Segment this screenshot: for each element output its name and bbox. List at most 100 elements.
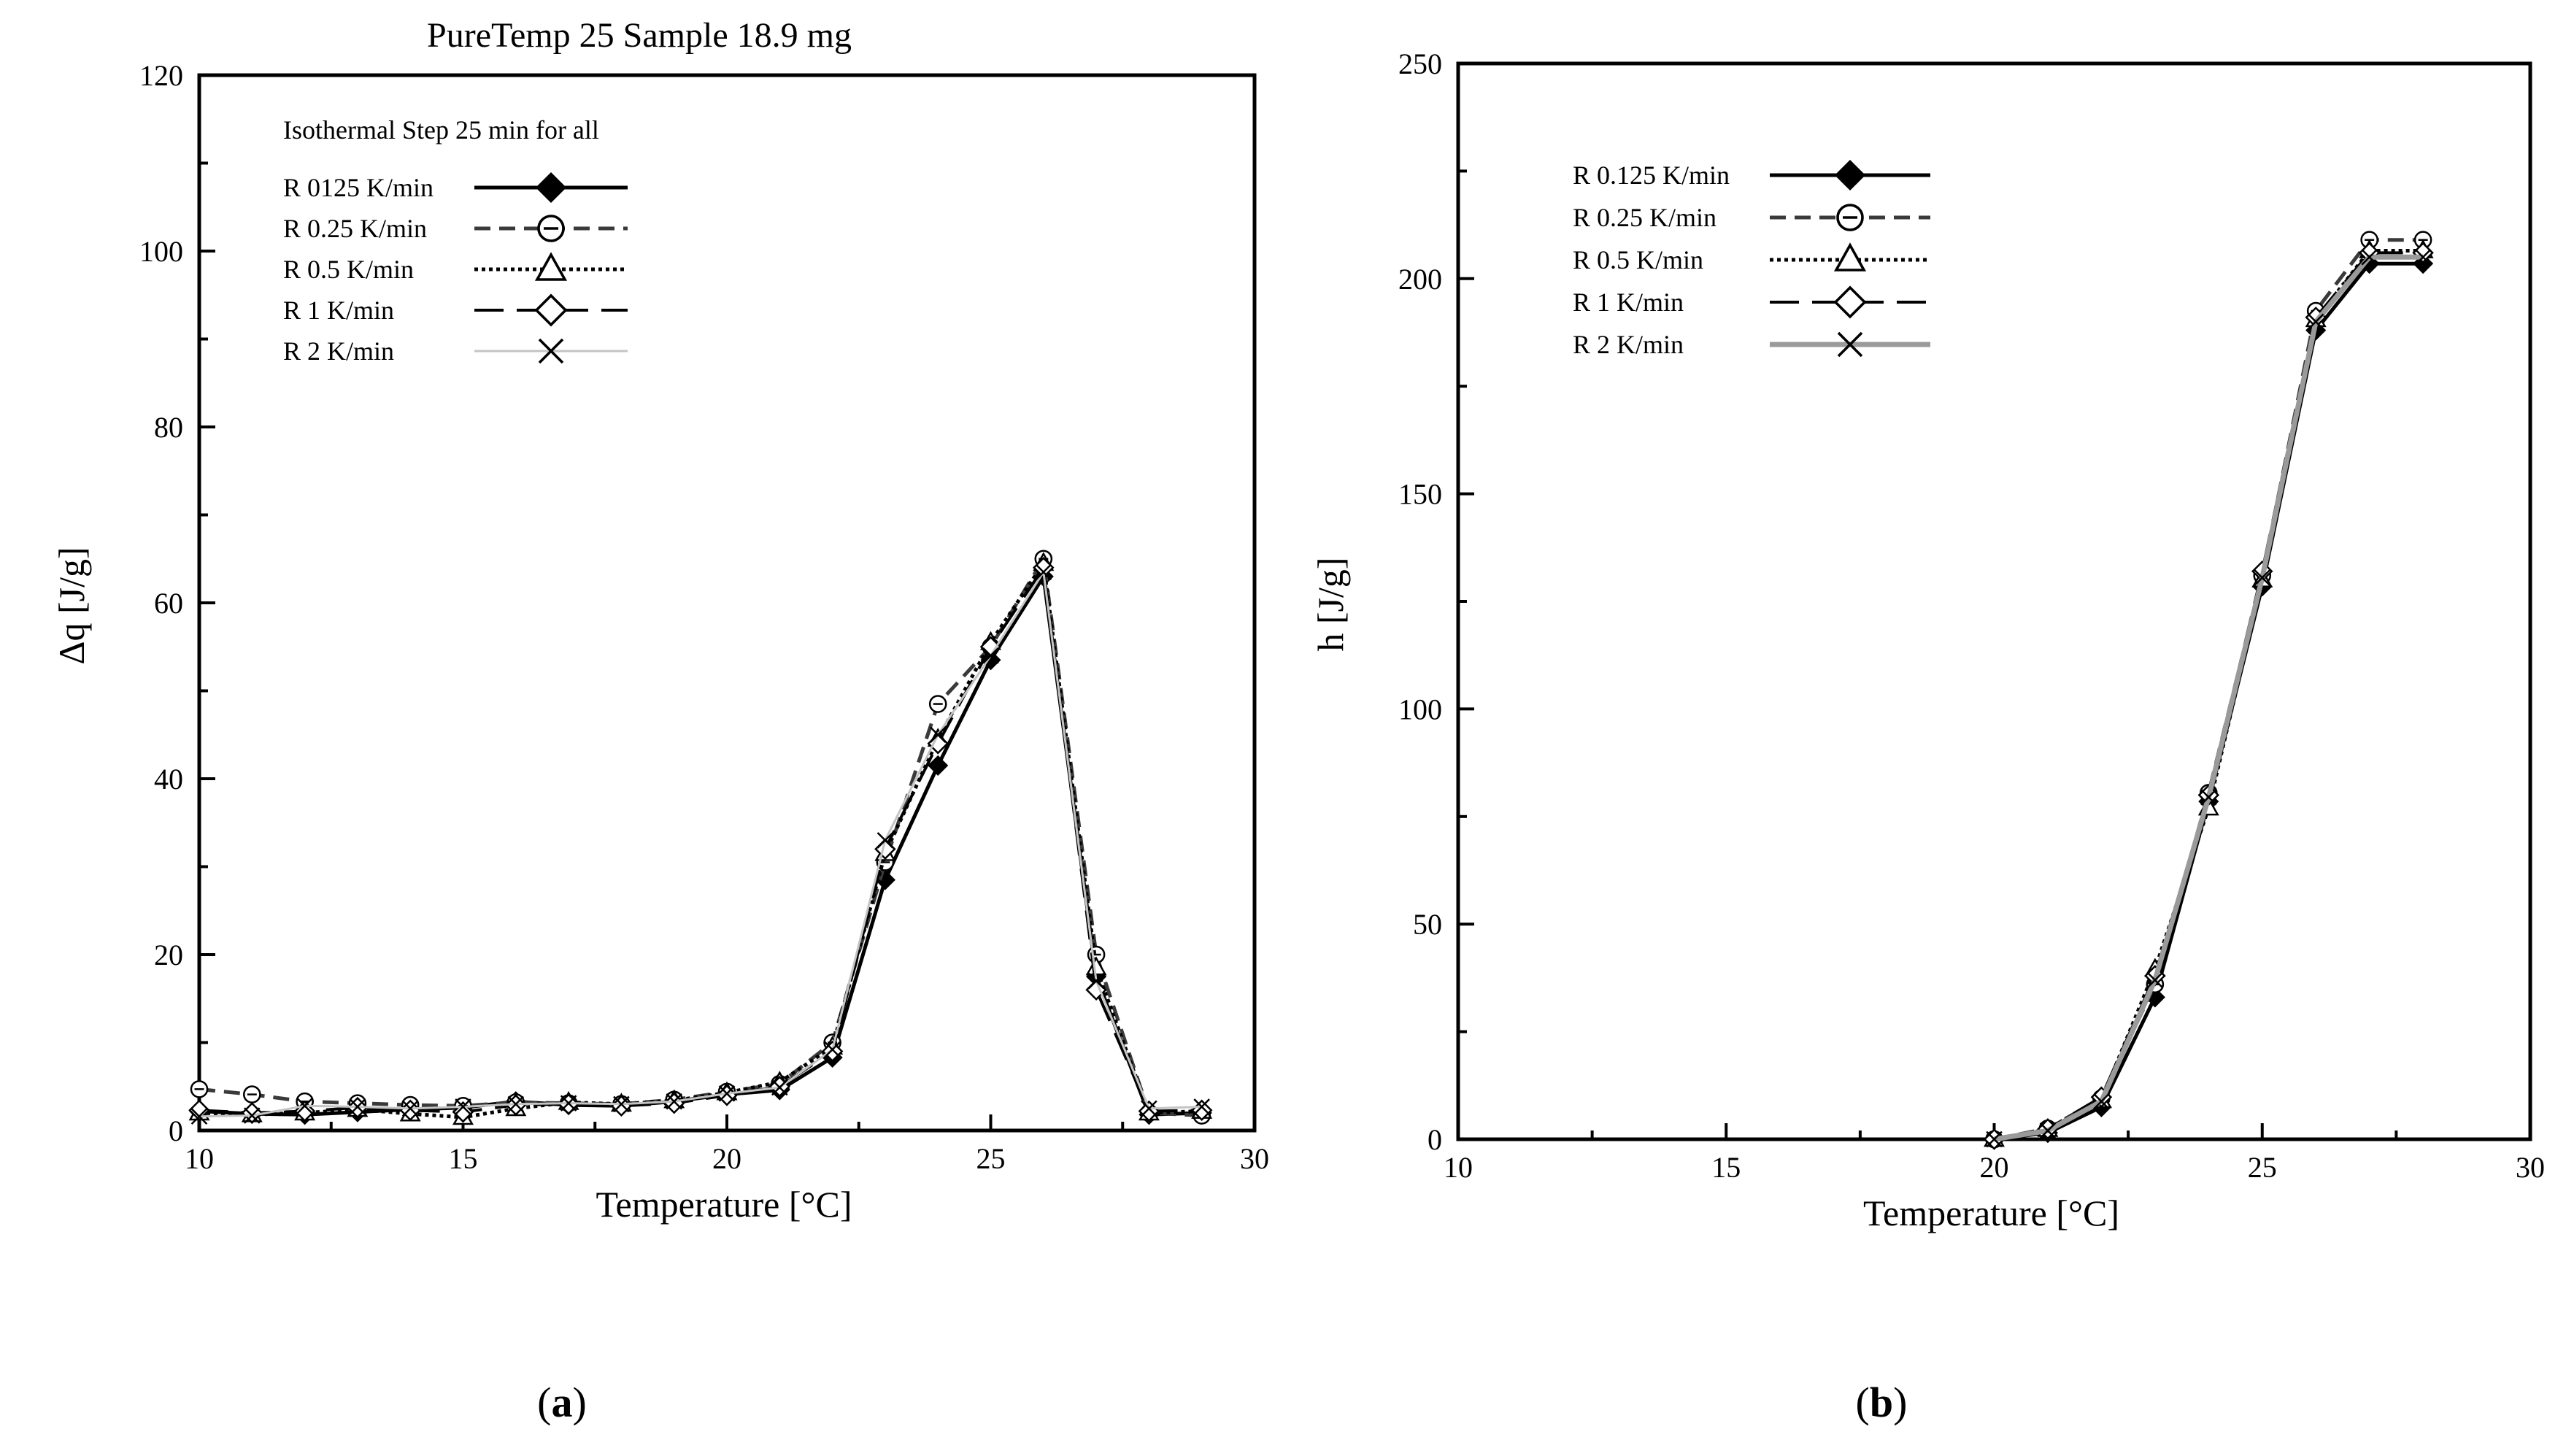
legend-label: R 1 K/min bbox=[1573, 288, 1684, 317]
data-point bbox=[1986, 1130, 2003, 1148]
y-tick-label: 120 bbox=[139, 59, 183, 92]
series-2 bbox=[188, 552, 1213, 1125]
data-point bbox=[1087, 972, 1105, 990]
data-point bbox=[928, 695, 947, 713]
series-line bbox=[1994, 249, 2424, 1141]
legend-label: R 0.25 K/min bbox=[1573, 203, 1717, 232]
x-tick-label: 20 bbox=[712, 1142, 741, 1175]
data-point bbox=[821, 1040, 844, 1063]
x-axis-label: Temperature [°C] bbox=[596, 1184, 852, 1225]
chart-title: PureTemp 25 Sample 18.9 mg bbox=[427, 16, 852, 55]
legend: Isothermal Step 25 min for all R 0125 K/m… bbox=[283, 115, 628, 366]
legend-marker bbox=[538, 338, 564, 364]
y-tick-label: 80 bbox=[154, 411, 183, 444]
series-line bbox=[199, 561, 1202, 1120]
data-point bbox=[2307, 313, 2324, 331]
y-tick-label: 40 bbox=[154, 763, 183, 796]
y-tick-label: 50 bbox=[1413, 908, 1442, 941]
y-tick-label: 20 bbox=[154, 939, 183, 971]
data-point bbox=[2361, 249, 2378, 266]
y-axis-label: Δq [J/g] bbox=[51, 547, 92, 664]
data-point bbox=[399, 1099, 421, 1122]
data-point bbox=[2200, 788, 2217, 806]
y-tick-label: 150 bbox=[1398, 478, 1442, 511]
x-tick-label: 15 bbox=[449, 1142, 478, 1175]
y-tick-label: 100 bbox=[139, 235, 183, 268]
y-tick-label: 0 bbox=[169, 1114, 183, 1147]
series-1 bbox=[190, 550, 1211, 1125]
data-point bbox=[2039, 1122, 2057, 1139]
legend-marker bbox=[535, 172, 567, 204]
data-point bbox=[718, 1085, 736, 1102]
legend-item: R 0.5 K/min bbox=[283, 252, 628, 284]
legend-item: R 0125 K/min bbox=[283, 172, 628, 204]
legend: R 0.125 K/min R 0.25 K/min R 0.5 K/min R 1 … bbox=[1573, 159, 1930, 359]
series-line bbox=[1993, 254, 2424, 1142]
data-point bbox=[666, 1093, 682, 1110]
legend-label: R 0125 K/min bbox=[283, 173, 434, 202]
caption-b: (b) bbox=[1855, 1379, 1908, 1426]
series-line bbox=[199, 574, 1202, 1117]
series-3 bbox=[188, 557, 1213, 1124]
data-point bbox=[928, 755, 949, 776]
data-point bbox=[1035, 563, 1052, 581]
legend-label: R 0.5 K/min bbox=[283, 255, 414, 284]
x-tick-label: 20 bbox=[1980, 1151, 2009, 1184]
data-point bbox=[190, 1108, 208, 1125]
caption-a: (a) bbox=[537, 1379, 587, 1426]
y-tick-label: 100 bbox=[1398, 693, 1442, 725]
data-point bbox=[296, 1097, 313, 1114]
data-point bbox=[1193, 1098, 1210, 1115]
x-tick-label: 30 bbox=[1240, 1142, 1269, 1175]
x-tick-label: 15 bbox=[1711, 1151, 1741, 1184]
x-tick-label: 10 bbox=[185, 1142, 214, 1175]
series-2 bbox=[1984, 239, 2434, 1147]
legend-marker bbox=[1837, 331, 1863, 358]
legend-marker bbox=[534, 293, 568, 327]
series-line bbox=[199, 566, 1202, 1114]
series-line bbox=[1994, 261, 2424, 1141]
y-axis-label: h [J/g] bbox=[1310, 557, 1351, 651]
y-tick-label: 60 bbox=[154, 587, 183, 620]
data-point bbox=[2254, 569, 2271, 586]
y-tick-label: 250 bbox=[1398, 47, 1442, 80]
legend-item: R 2 K/min bbox=[1573, 330, 1930, 359]
data-point bbox=[2093, 1093, 2110, 1110]
series-3 bbox=[1983, 242, 2434, 1150]
series-4 bbox=[190, 563, 1210, 1125]
data-point bbox=[560, 1095, 577, 1112]
data-point bbox=[455, 1098, 471, 1115]
legend-label: R 2 K/min bbox=[283, 336, 394, 366]
chart-b: 10 15 20 25 30 0 50 100 150 200 250 Temperature [°C… bbox=[1310, 47, 2545, 1233]
data-point bbox=[188, 1099, 210, 1122]
data-point bbox=[190, 1080, 209, 1098]
series-1 bbox=[1985, 231, 2432, 1149]
legend-marker bbox=[1833, 242, 1867, 271]
legend-label: R 0.125 K/min bbox=[1573, 161, 1730, 190]
legend-item: R 0.25 K/min bbox=[283, 214, 628, 243]
y-tick-label: 200 bbox=[1398, 263, 1442, 296]
series-line bbox=[1994, 238, 2424, 1141]
series-line bbox=[199, 557, 1202, 1117]
data-point bbox=[349, 1098, 366, 1115]
data-point bbox=[824, 1041, 841, 1058]
series-0 bbox=[1984, 253, 2434, 1150]
x-axis-label: Temperature [°C] bbox=[1863, 1193, 2119, 1233]
series-line bbox=[1994, 251, 2424, 1141]
data-point bbox=[2414, 249, 2432, 266]
legend-item: R 0.125 K/min bbox=[1573, 159, 1930, 191]
legend-item: R 0.5 K/min bbox=[1573, 242, 1930, 274]
data-point bbox=[771, 1079, 788, 1096]
x-tick-label: 25 bbox=[976, 1142, 1006, 1175]
legend-item: R 1 K/min bbox=[1573, 285, 1930, 319]
data-point bbox=[613, 1095, 630, 1113]
data-point bbox=[1141, 1100, 1157, 1117]
legend-item: R 0.25 K/min bbox=[1573, 203, 1930, 232]
data-point bbox=[243, 1085, 261, 1103]
series-line bbox=[199, 571, 1202, 1118]
legend-marker bbox=[537, 215, 565, 242]
x-tick-label: 10 bbox=[1444, 1151, 1473, 1184]
y-tick-label: 0 bbox=[1428, 1123, 1442, 1156]
data-point bbox=[876, 832, 894, 849]
